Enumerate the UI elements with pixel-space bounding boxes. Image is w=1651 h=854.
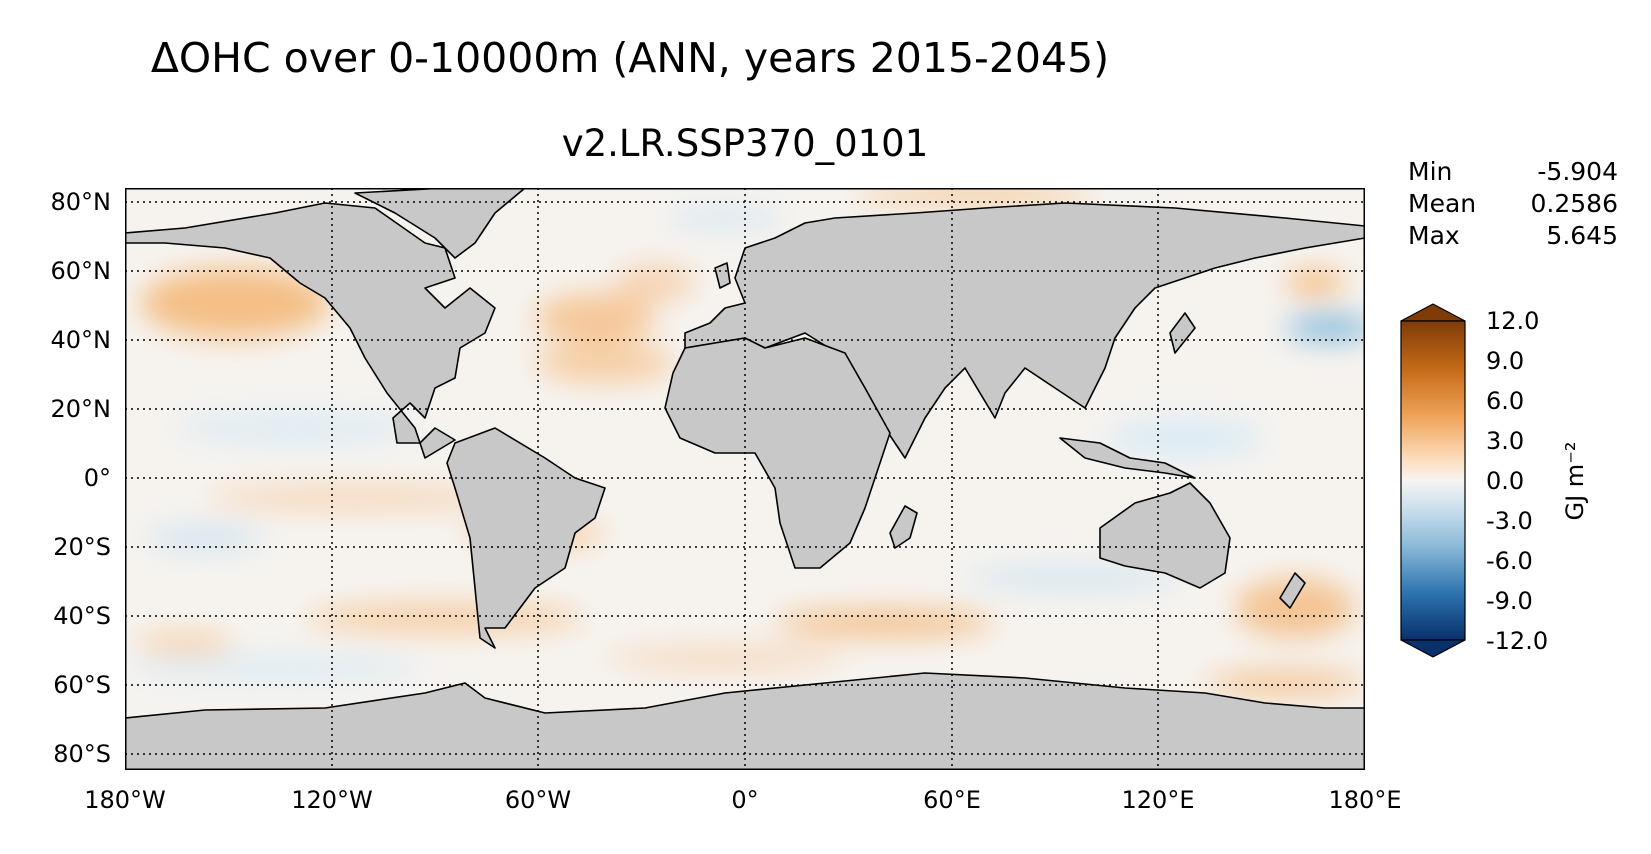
lat-label: 20°S	[53, 533, 111, 561]
lon-label: 180°W	[84, 786, 166, 814]
lon-label: 0°	[731, 786, 759, 814]
lon-label: 180°E	[1328, 786, 1402, 814]
antarctica-landmass	[125, 672, 1365, 770]
colorbar-upper-extend	[1400, 303, 1466, 322]
lat-label: 80°S	[53, 740, 111, 768]
colorbar-unit-label: GJ m⁻²	[1561, 441, 1589, 521]
colorbar-gradient	[1400, 320, 1466, 641]
africa-landmass	[664, 337, 891, 569]
stats-panel: Min -5.904 Mean 0.2586 Max 5.645	[1408, 156, 1618, 252]
lon-label: 120°E	[1121, 786, 1195, 814]
lat-label: 40°N	[50, 326, 112, 354]
lat-label: 40°S	[53, 602, 111, 630]
stat-max: Max 5.645	[1408, 220, 1618, 252]
stat-label: Mean	[1408, 189, 1477, 218]
australia-landmass	[1099, 482, 1231, 589]
madagascar-landmass	[889, 505, 918, 549]
lat-label: 60°N	[50, 257, 112, 285]
stat-value: 0.2586	[1530, 189, 1618, 218]
lon-label: 60°E	[923, 786, 981, 814]
stat-value: 5.645	[1546, 221, 1618, 250]
land-masses	[125, 188, 1365, 770]
colorbar-tick: 12.0	[1486, 307, 1540, 335]
figure-title: ΔOHC over 0-10000m (ANN, years 2015-2045…	[150, 34, 1110, 82]
colorbar-tick: 0.0	[1486, 467, 1525, 495]
colorbar-tick: -6.0	[1486, 547, 1533, 575]
stat-label: Max	[1408, 221, 1460, 250]
lat-label: 0°	[83, 464, 111, 492]
colorbar-tick: -9.0	[1486, 587, 1533, 615]
colorbar	[1400, 303, 1466, 658]
colorbar-tick: 9.0	[1486, 347, 1525, 375]
map-panel	[125, 188, 1365, 770]
colorbar-tick: -3.0	[1486, 507, 1533, 535]
lat-label: 80°N	[50, 188, 112, 216]
lon-label: 120°W	[291, 786, 373, 814]
colorbar-tick: 6.0	[1486, 387, 1525, 415]
new-zealand-landmass	[1279, 572, 1306, 609]
stat-value: -5.904	[1537, 157, 1618, 186]
uk-landmass	[714, 262, 731, 289]
lon-label: 60°W	[504, 786, 572, 814]
stat-mean: Mean 0.2586	[1408, 188, 1618, 220]
graticule	[125, 188, 1365, 770]
lat-label: 20°N	[50, 395, 112, 423]
stat-min: Min -5.904	[1408, 156, 1618, 188]
eurasia-landmass	[684, 202, 1365, 459]
north-america-landmass	[125, 202, 496, 459]
ocean-anomaly-patches	[125, 188, 1365, 695]
stat-label: Min	[1408, 157, 1453, 186]
map-frame	[125, 188, 1365, 770]
south-america-landmass	[446, 427, 606, 649]
colorbar-tick: 3.0	[1486, 427, 1525, 455]
lat-label: 60°S	[53, 671, 111, 699]
japan-landmass	[1169, 312, 1196, 354]
colorbar-lower-extend	[1400, 639, 1466, 658]
map-subtitle: v2.LR.SSP370_0101	[561, 122, 929, 165]
colorbar-tick: -12.0	[1486, 627, 1549, 655]
greenland-landmass	[354, 188, 526, 259]
